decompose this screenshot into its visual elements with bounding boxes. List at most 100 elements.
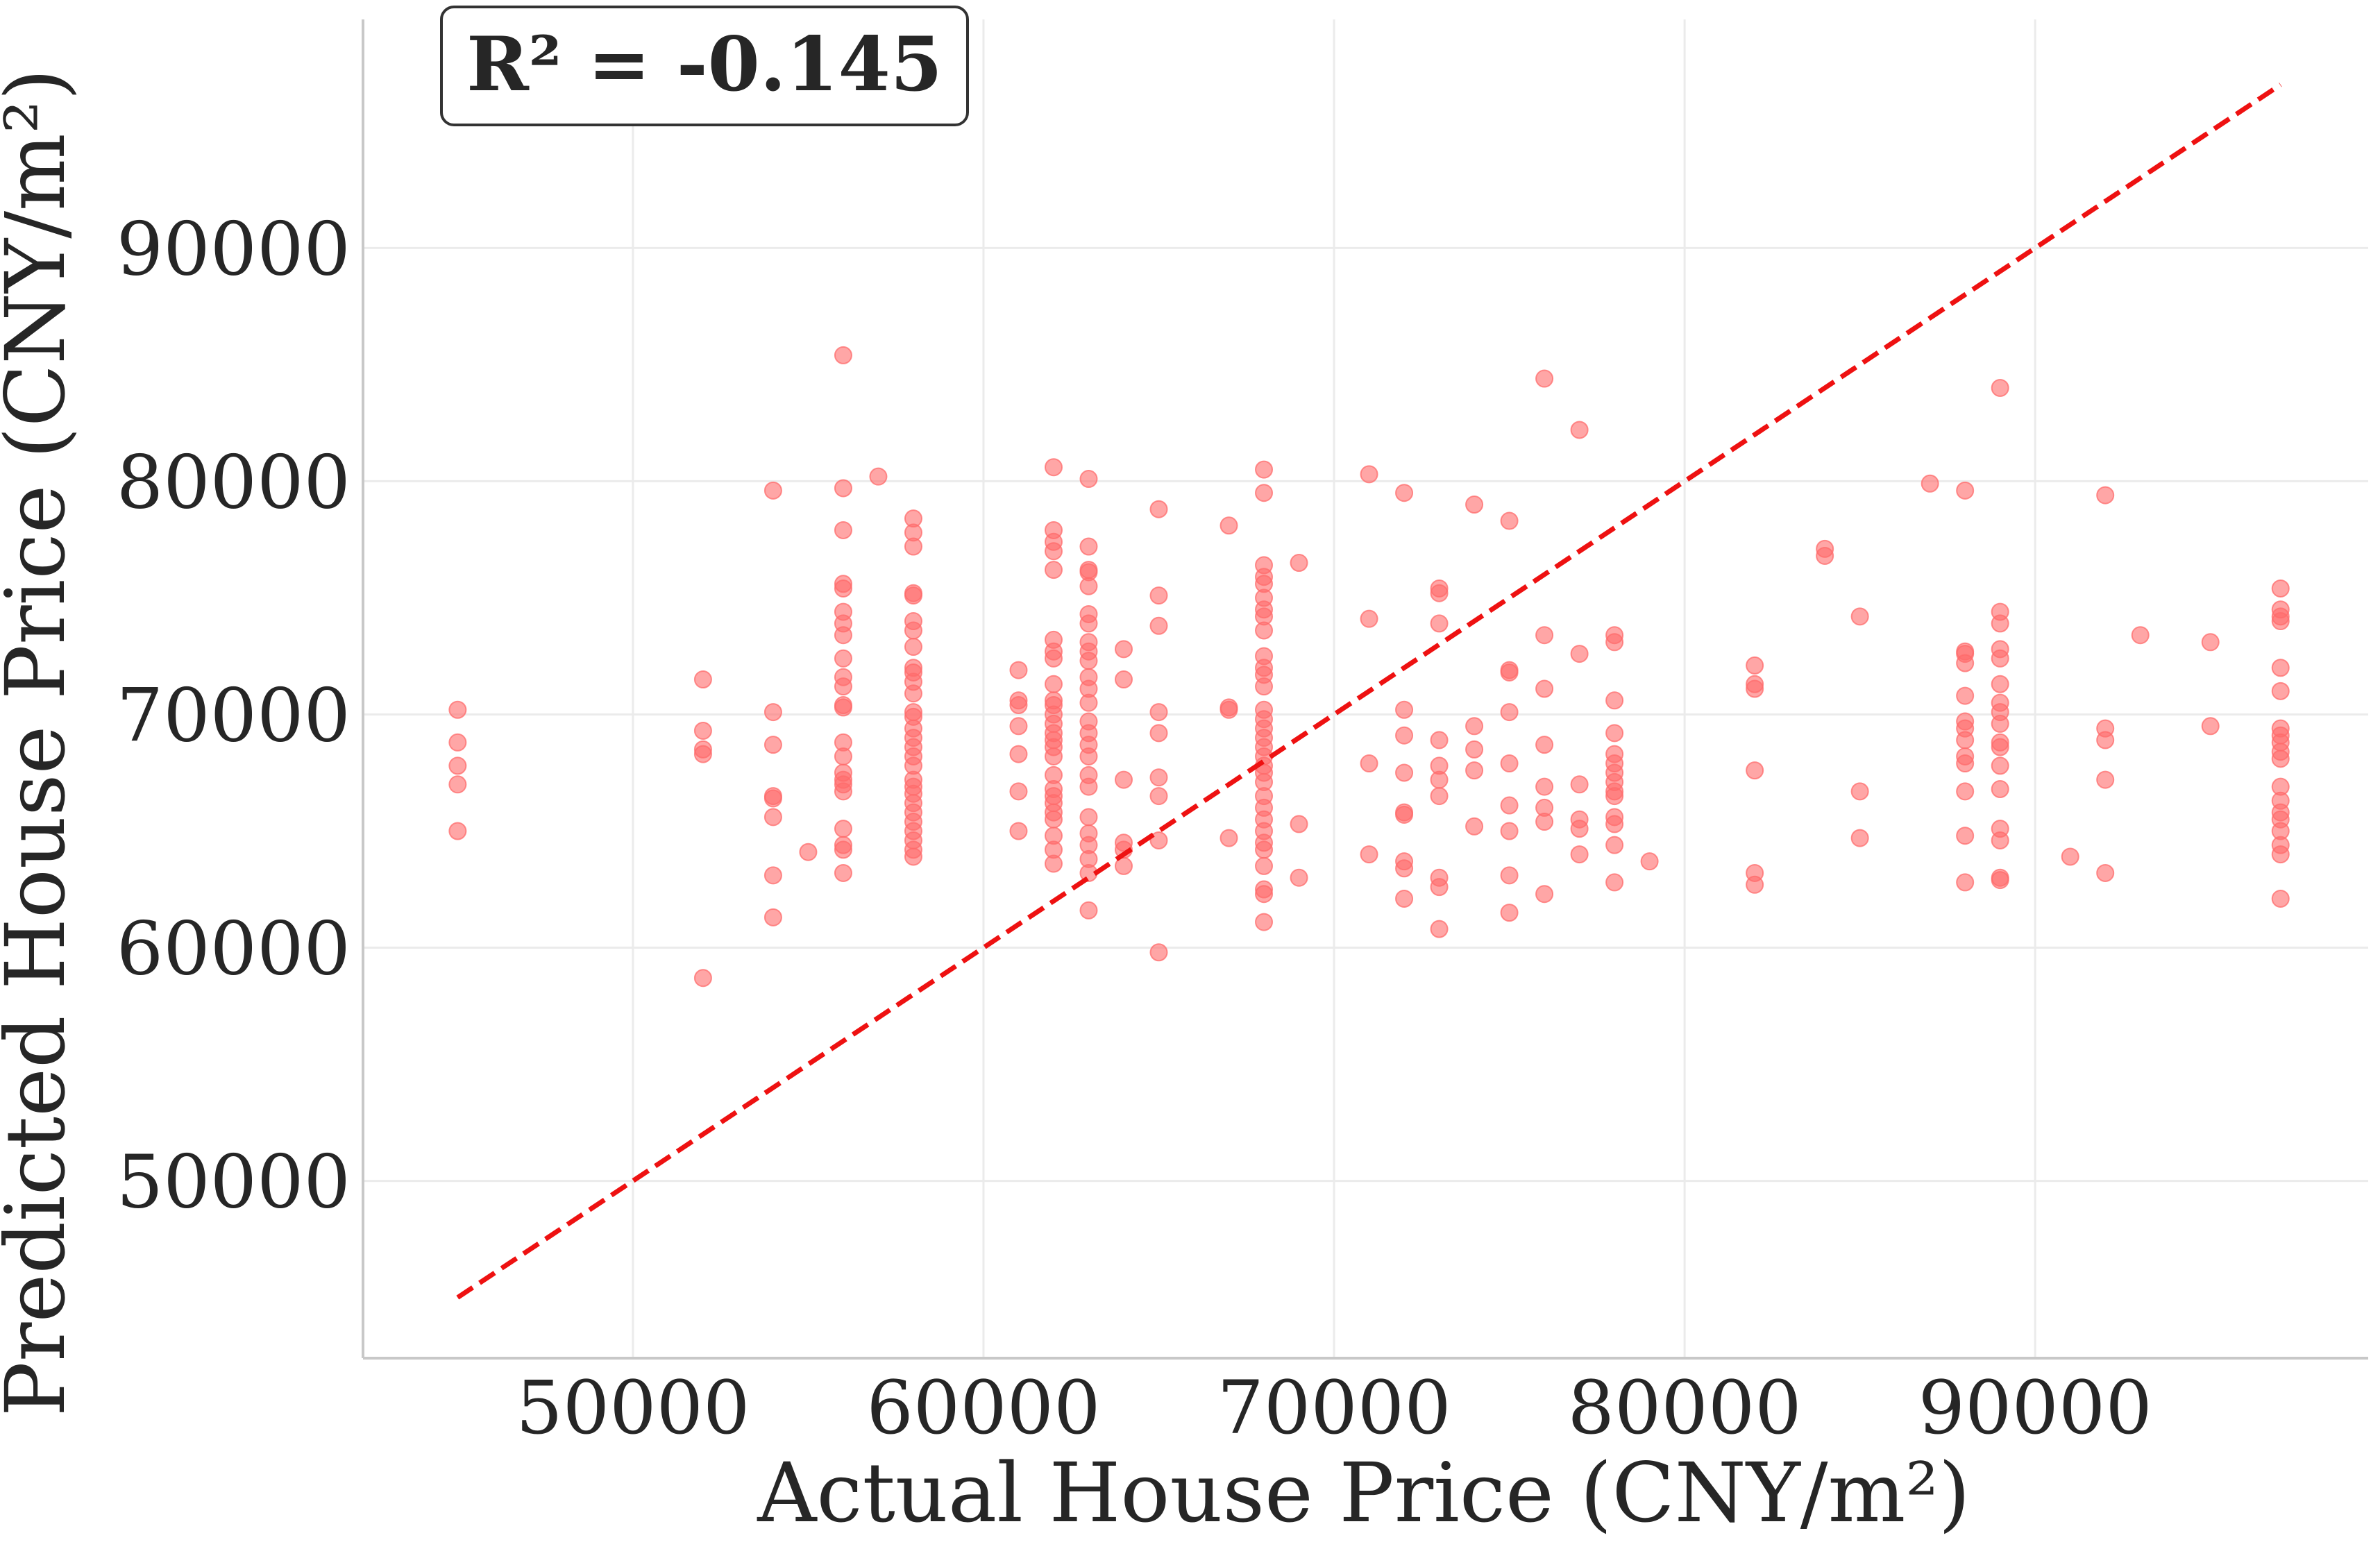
data-point	[1430, 584, 1449, 602]
data-point	[448, 775, 467, 794]
data-point	[763, 736, 782, 754]
data-point	[1395, 484, 1414, 502]
data-point	[1991, 649, 2009, 668]
data-point	[1605, 787, 1624, 806]
data-point	[1430, 731, 1449, 750]
data-point	[1360, 609, 1378, 628]
data-point	[834, 626, 852, 645]
data-point	[834, 698, 852, 717]
data-point	[2096, 486, 2115, 505]
data-point	[1500, 822, 1519, 840]
data-point	[1850, 607, 1869, 626]
r2-annotation: R² = -0.145	[440, 6, 969, 126]
x-axis-ticks: 50000 60000 70000 80000 90000	[516, 1365, 2152, 1450]
x-tick-label: 80000	[1568, 1365, 1802, 1450]
data-point	[1746, 875, 1764, 894]
axes-spines	[362, 19, 2368, 1360]
data-point	[1219, 516, 1238, 535]
data-point	[1535, 885, 1554, 904]
data-point	[904, 586, 922, 605]
x-tick-label: 70000	[1217, 1365, 1451, 1450]
x-tick-label: 90000	[1918, 1365, 2152, 1450]
grid	[363, 19, 2368, 1358]
data-point	[1746, 679, 1764, 698]
data-point	[2271, 659, 2290, 677]
data-point	[1535, 736, 1554, 754]
data-point	[2271, 889, 2290, 908]
data-point	[904, 537, 922, 556]
data-point	[1956, 782, 1975, 801]
data-point	[1570, 421, 1589, 439]
data-point	[1430, 920, 1449, 938]
data-point	[1395, 726, 1414, 745]
data-point	[1149, 768, 1168, 787]
data-point	[834, 346, 852, 364]
y-tick-label: 50000	[117, 1140, 351, 1225]
data-point	[1044, 649, 1063, 668]
data-point	[693, 745, 712, 763]
data-point	[1921, 474, 1939, 493]
data-point	[869, 467, 888, 486]
data-point	[904, 684, 922, 703]
data-point	[763, 866, 782, 885]
data-point	[1044, 561, 1063, 579]
data-point	[1079, 747, 1098, 765]
data-point	[1465, 740, 1484, 759]
data-point	[1605, 815, 1624, 833]
data-point	[1570, 645, 1589, 663]
data-point	[1290, 815, 1308, 833]
data-point	[1360, 754, 1378, 773]
data-point	[1255, 484, 1274, 502]
data-point	[1605, 873, 1624, 892]
data-point	[834, 782, 852, 801]
data-point	[1115, 770, 1133, 789]
data-point	[1465, 817, 1484, 836]
y-tick-label: 80000	[117, 439, 351, 525]
data-point	[1991, 714, 2009, 733]
data-point	[1430, 787, 1449, 806]
data-point	[904, 638, 922, 657]
data-point	[1149, 831, 1168, 849]
data-point	[1115, 640, 1133, 659]
data-point	[2271, 682, 2290, 700]
data-point	[1991, 871, 2009, 890]
data-point	[1044, 747, 1063, 765]
data-point	[2096, 863, 2115, 882]
data-point	[1149, 500, 1168, 518]
data-point	[763, 481, 782, 500]
data-point	[1535, 813, 1554, 831]
data-point	[834, 520, 852, 539]
y-axis-ticks: 50000 60000 70000 80000 90000	[117, 206, 351, 1224]
data-point	[1535, 369, 1554, 388]
data-point	[834, 677, 852, 696]
data-point	[1149, 787, 1168, 806]
data-point	[1009, 661, 1028, 679]
annotation-box	[440, 6, 969, 126]
y-tick-label: 70000	[117, 672, 351, 758]
data-point	[834, 840, 852, 859]
data-point	[1500, 796, 1519, 815]
data-point	[1149, 724, 1168, 743]
data-point	[904, 847, 922, 866]
data-point	[1219, 829, 1238, 847]
data-point	[1816, 546, 1834, 565]
data-point	[1079, 537, 1098, 556]
data-point	[1149, 616, 1168, 635]
y-tick-label: 90000	[117, 206, 351, 291]
data-point	[1290, 868, 1308, 887]
data-point	[693, 969, 712, 988]
data-point	[1500, 904, 1519, 922]
data-point	[1255, 840, 1274, 859]
data-point	[1079, 470, 1098, 489]
data-point	[2271, 845, 2290, 864]
data-point	[1219, 700, 1238, 719]
data-point	[448, 700, 467, 719]
data-point	[1149, 943, 1168, 962]
data-point	[1746, 656, 1764, 675]
data-points	[448, 346, 2290, 988]
data-point	[834, 649, 852, 668]
data-point	[1009, 745, 1028, 763]
data-point	[1956, 731, 1975, 750]
data-point	[1535, 777, 1554, 796]
